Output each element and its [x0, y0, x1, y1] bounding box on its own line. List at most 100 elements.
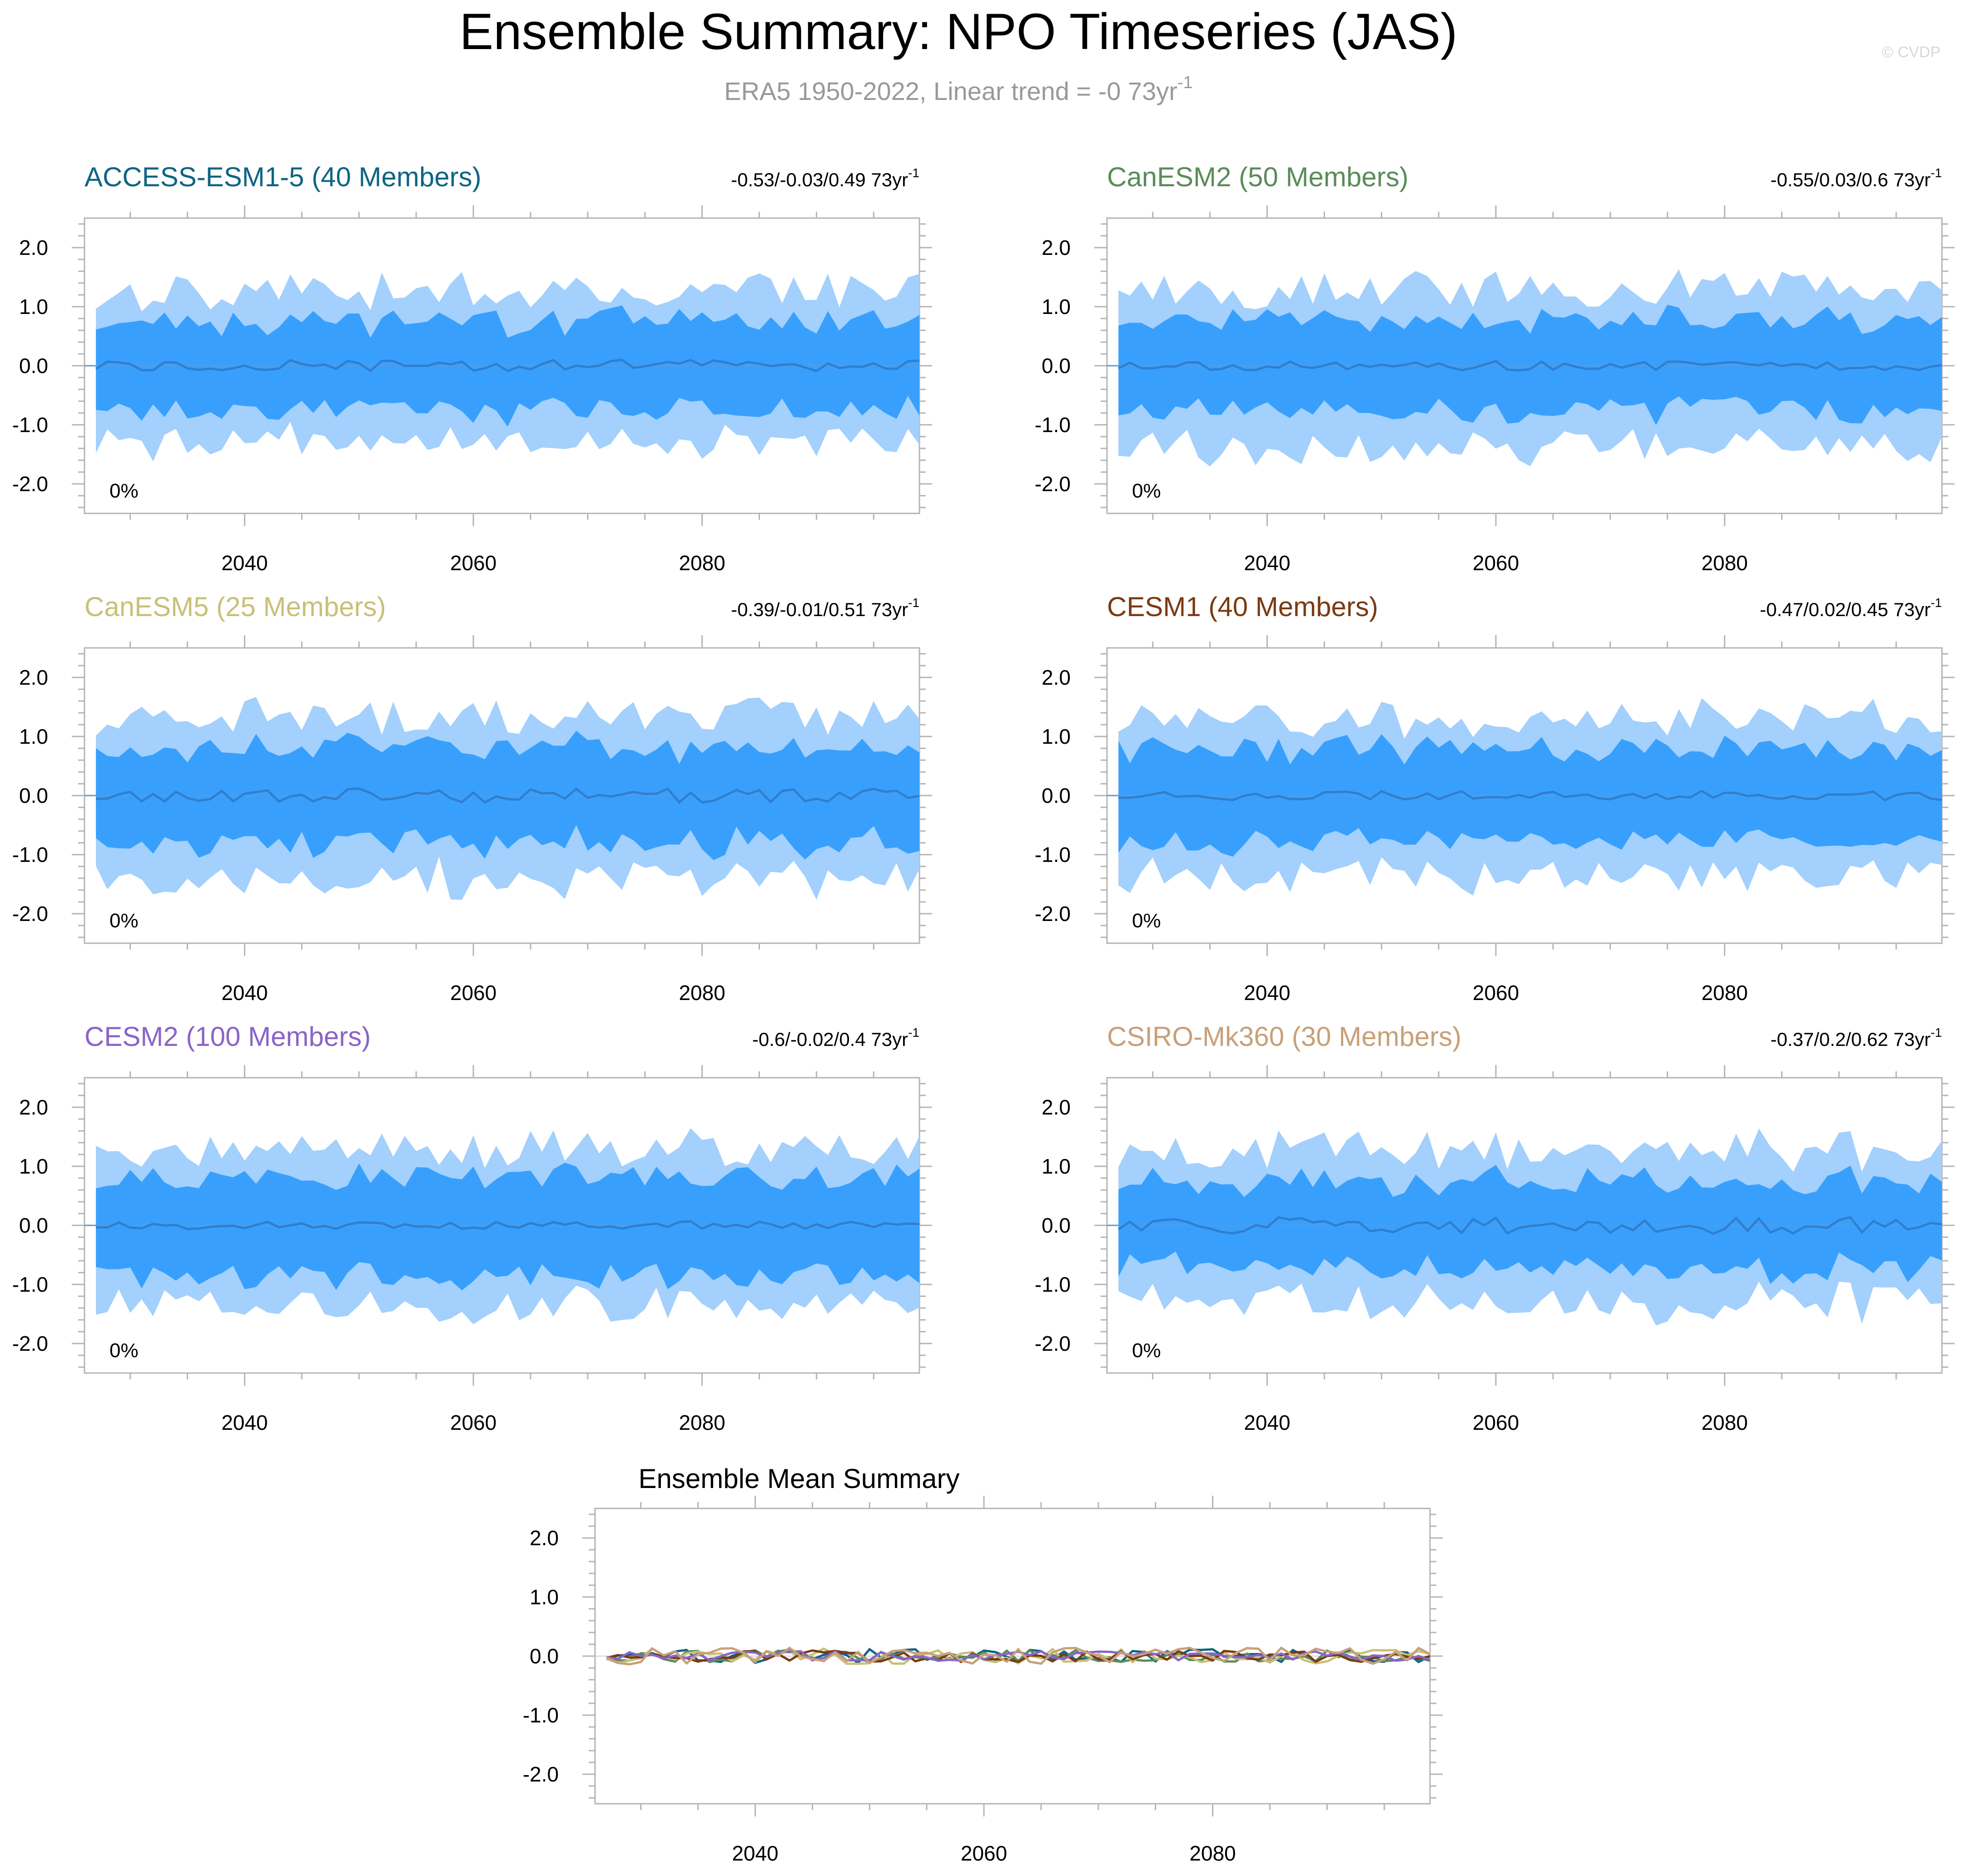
y-tick-label: -2.0	[523, 1762, 559, 1786]
ensemble-mean-line	[1118, 359, 1942, 372]
y-tick-label: -1.0	[12, 843, 48, 866]
y-tick-label: 1.0	[1042, 1154, 1071, 1178]
y-tick-label: 1.0	[1042, 725, 1071, 748]
panel-title: Ensemble Mean Summary	[639, 1463, 960, 1494]
y-tick-label: -2.0	[1035, 902, 1071, 926]
panel-title: CESM1 (40 Members)	[1107, 592, 1378, 622]
y-tick-label: 2.0	[530, 1526, 559, 1550]
y-tick-label: -1.0	[12, 413, 48, 437]
percent-label: 0%	[109, 910, 139, 932]
trend-value: -0.6/-0.02/0.4 73yr	[752, 1029, 908, 1050]
panel-5: CESM2 (100 Members) -0.6/-0.02/0.4 73yr-1…	[12, 1021, 932, 1434]
ensemble-mean-line	[96, 1220, 920, 1230]
trend-exponent: -1	[908, 596, 919, 610]
panel-title: CanESM5 (25 Members)	[84, 592, 386, 622]
figure-subtitle: ERA5 1950-2022, Linear trend = -0 73yr-1	[724, 73, 1193, 105]
x-tick-label: 2040	[1244, 551, 1290, 575]
y-tick-label: 1.0	[19, 295, 48, 318]
percent-label: 0%	[109, 1339, 139, 1362]
y-tick-label: -2.0	[1035, 1332, 1071, 1355]
y-tick-label: 1.0	[19, 1154, 48, 1178]
y-tick-label: -2.0	[12, 902, 48, 926]
trend-value: -0.53/-0.03/0.49 73yr	[731, 169, 908, 190]
trend-label: -0.39/-0.01/0.51 73yr-1	[731, 596, 919, 620]
y-tick-label: 0.0	[530, 1644, 559, 1668]
trend-value: -0.39/-0.01/0.51 73yr	[731, 599, 908, 620]
trend-exponent: -1	[908, 166, 919, 180]
percent-label: 0%	[1132, 910, 1161, 932]
percent-label: 0%	[1132, 1339, 1161, 1362]
x-tick-label: 2060	[450, 551, 496, 575]
panel-3: CanESM5 (25 Members) -0.39/-0.01/0.51 73y…	[12, 592, 932, 1005]
y-tick-label: 2.0	[19, 666, 48, 689]
trend-exponent: -1	[1931, 1025, 1942, 1040]
x-tick-label: 2080	[1701, 1411, 1748, 1434]
y-tick-label: 1.0	[19, 725, 48, 748]
trend-value: -0.55/0.03/0.6 73yr	[1771, 169, 1931, 190]
y-tick-label: 2.0	[1042, 236, 1071, 259]
inner-range-band	[1118, 304, 1942, 425]
y-tick-label: -1.0	[1035, 1273, 1071, 1296]
x-tick-label: 2040	[732, 1841, 778, 1865]
subtitle-exponent: -1	[1177, 73, 1193, 92]
x-tick-label: 2060	[1473, 1411, 1519, 1434]
x-tick-label: 2080	[1701, 551, 1748, 575]
trend-value: -0.37/0.2/0.62 73yr	[1771, 1029, 1931, 1050]
panel-title: CESM2 (100 Members)	[84, 1021, 371, 1052]
y-tick-label: 1.0	[530, 1585, 559, 1609]
ensemble-mean-line	[1117, 1216, 1942, 1235]
panel-7: Ensemble Mean Summary 2.0 1.0 0.0 -1.0 -2.0 20…	[523, 1463, 1443, 1865]
trend-label: -0.55/0.03/0.6 73yr-1	[1771, 166, 1942, 190]
trend-label: -0.6/-0.02/0.4 73yr-1	[752, 1025, 919, 1050]
x-tick-label: 2060	[450, 1411, 496, 1434]
y-tick-label: 0.0	[1042, 354, 1071, 378]
x-tick-label: 2040	[221, 551, 268, 575]
y-tick-label: 0.0	[1042, 1214, 1071, 1237]
trend-value: -0.47/0.02/0.45 73yr	[1760, 599, 1931, 620]
y-tick-label: -2.0	[12, 472, 48, 496]
panel-title: CanESM2 (50 Members)	[1107, 162, 1409, 192]
x-tick-label: 2060	[1473, 981, 1519, 1005]
y-tick-label: 0.0	[1042, 784, 1071, 807]
trend-label: -0.47/0.02/0.45 73yr-1	[1760, 596, 1942, 620]
percent-label: 0%	[1132, 480, 1161, 502]
panel-title: CSIRO-Mk360 (30 Members)	[1107, 1021, 1461, 1052]
watermark: © CVDP	[1882, 44, 1941, 61]
x-tick-label: 2040	[1244, 1411, 1290, 1434]
x-tick-label: 2080	[679, 981, 725, 1005]
x-tick-label: 2080	[679, 551, 725, 575]
x-tick-label: 2060	[450, 981, 496, 1005]
y-tick-label: -1.0	[1035, 413, 1071, 437]
x-tick-label: 2040	[221, 1411, 268, 1434]
y-tick-label: 1.0	[1042, 295, 1071, 318]
percent-label: 0%	[109, 480, 139, 502]
trend-exponent: -1	[1931, 596, 1942, 610]
trend-label: -0.53/-0.03/0.49 73yr-1	[731, 166, 919, 190]
x-tick-label: 2040	[221, 981, 268, 1005]
y-tick-label: -1.0	[12, 1273, 48, 1296]
x-tick-label: 2080	[1189, 1841, 1236, 1865]
y-tick-label: 0.0	[19, 784, 48, 807]
y-tick-label: 0.0	[19, 354, 48, 378]
trend-label: -0.37/0.2/0.62 73yr-1	[1771, 1025, 1942, 1050]
x-tick-label: 2040	[1244, 981, 1290, 1005]
panel-1: ACCESS-ESM1-5 (40 Members) -0.53/-0.03/0.…	[12, 162, 932, 575]
panel-title: ACCESS-ESM1-5 (40 Members)	[84, 162, 482, 192]
subtitle-main: ERA5 1950-2022, Linear trend = -0 73yr	[724, 77, 1177, 105]
y-tick-label: 0.0	[19, 1214, 48, 1237]
y-tick-label: -2.0	[1035, 472, 1071, 496]
ensemble-mean-line	[95, 358, 920, 373]
series-line-csiro-mk360	[606, 1646, 1431, 1666]
panel-4: CESM1 (40 Members) -0.47/0.02/0.45 73yr-1…	[1035, 592, 1955, 1005]
x-tick-label: 2060	[961, 1841, 1007, 1865]
panels-group: ACCESS-ESM1-5 (40 Members) -0.53/-0.03/0.…	[12, 162, 1955, 1865]
x-tick-label: 2080	[1701, 981, 1748, 1005]
panel-6: CSIRO-Mk360 (30 Members) -0.37/0.2/0.62 7…	[1035, 1021, 1955, 1434]
x-tick-label: 2060	[1473, 551, 1519, 575]
y-tick-label: 2.0	[19, 236, 48, 259]
x-tick-label: 2080	[679, 1411, 725, 1434]
ensemble-mean-line	[1118, 789, 1942, 801]
y-tick-label: -2.0	[12, 1332, 48, 1355]
y-tick-label: 2.0	[19, 1095, 48, 1119]
